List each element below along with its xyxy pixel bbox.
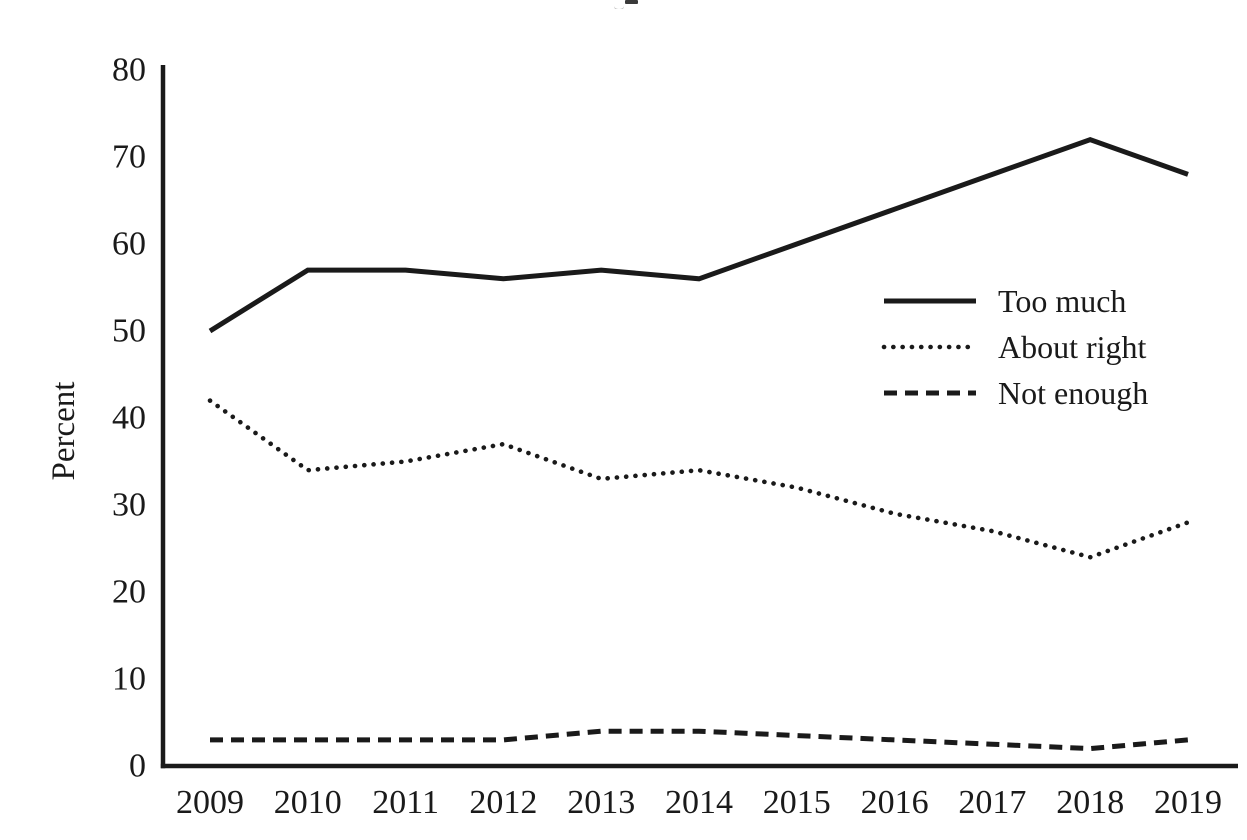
y-tick-label-40: 40 xyxy=(112,400,146,437)
x-tick-label-2009: 2009 xyxy=(176,784,244,821)
x-tick-label-2014: 2014 xyxy=(665,784,733,821)
x-tick-label-2013: 2013 xyxy=(567,784,635,821)
series-line-about-right xyxy=(207,398,1191,560)
y-tick-label-60: 60 xyxy=(112,226,146,263)
x-tick-label-2018: 2018 xyxy=(1056,784,1124,821)
x-tick-label-2016: 2016 xyxy=(861,784,929,821)
legend-item-too-much: Too much xyxy=(884,283,1126,319)
x-tick-label-2010: 2010 xyxy=(274,784,342,821)
x-tick-label-2019: 2019 xyxy=(1154,784,1222,821)
y-tick-label-50: 50 xyxy=(112,313,146,350)
y-tick-label-10: 10 xyxy=(112,661,146,698)
y-tick-label-70: 70 xyxy=(112,139,146,176)
x-tick-label-2012: 2012 xyxy=(469,784,537,821)
cropped-title-fragment xyxy=(612,0,638,9)
y-tick-label-0: 0 xyxy=(129,748,146,785)
legend-label-too-much: Too much xyxy=(998,283,1126,319)
legend-label-not-enough: Not enough xyxy=(998,375,1148,411)
legend-item-not-enough: Not enough xyxy=(884,375,1148,411)
series-line-not-enough xyxy=(210,728,1189,752)
y-tick-label-20: 20 xyxy=(112,574,146,611)
legend-item-about-right: About right xyxy=(881,329,1147,365)
x-tick-label-2011: 2011 xyxy=(372,784,439,821)
x-tick-label-2015: 2015 xyxy=(763,784,831,821)
x-tick-label-2017: 2017 xyxy=(958,784,1026,821)
legend-label-about-right: About right xyxy=(998,329,1147,365)
series-line-too-much xyxy=(208,136,1189,334)
y-tick-label-80: 80 xyxy=(112,52,146,89)
y-tick-label-30: 30 xyxy=(112,487,146,524)
